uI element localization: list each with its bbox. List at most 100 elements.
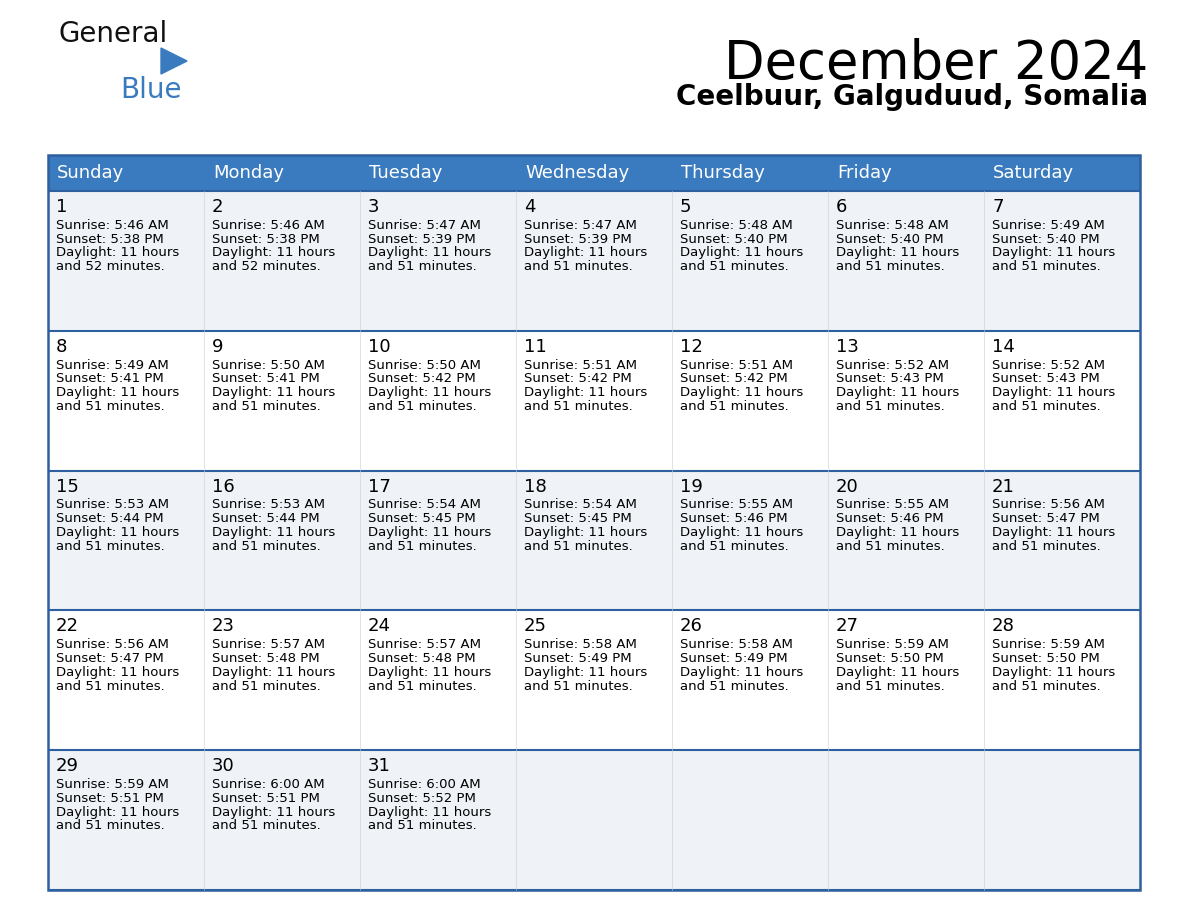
Text: Sunrise: 5:59 AM: Sunrise: 5:59 AM (836, 638, 949, 651)
Text: Sunset: 5:41 PM: Sunset: 5:41 PM (56, 373, 164, 386)
Text: Sunset: 5:46 PM: Sunset: 5:46 PM (836, 512, 943, 525)
Text: Daylight: 11 hours: Daylight: 11 hours (56, 666, 179, 678)
Bar (360, 471, 516, 610)
Text: Sunrise: 5:48 AM: Sunrise: 5:48 AM (680, 218, 792, 232)
Bar (984, 191, 1140, 330)
Text: Sunrise: 5:57 AM: Sunrise: 5:57 AM (368, 638, 481, 651)
Bar (828, 750, 984, 890)
Text: and 51 minutes.: and 51 minutes. (680, 540, 789, 553)
Text: Daylight: 11 hours: Daylight: 11 hours (992, 386, 1116, 399)
Text: 4: 4 (524, 198, 536, 216)
Bar (984, 750, 1140, 890)
Text: and 51 minutes.: and 51 minutes. (368, 540, 476, 553)
Text: Sunset: 5:42 PM: Sunset: 5:42 PM (680, 373, 788, 386)
Bar (204, 750, 360, 890)
Text: Daylight: 11 hours: Daylight: 11 hours (211, 526, 335, 539)
Text: Sunrise: 5:48 AM: Sunrise: 5:48 AM (836, 218, 949, 232)
Text: and 51 minutes.: and 51 minutes. (680, 260, 789, 274)
Text: Daylight: 11 hours: Daylight: 11 hours (56, 806, 179, 819)
Text: and 51 minutes.: and 51 minutes. (524, 400, 633, 413)
Text: Sunset: 5:44 PM: Sunset: 5:44 PM (211, 512, 320, 525)
Text: and 51 minutes.: and 51 minutes. (992, 400, 1101, 413)
Text: Sunset: 5:42 PM: Sunset: 5:42 PM (524, 373, 632, 386)
Text: Daylight: 11 hours: Daylight: 11 hours (368, 386, 492, 399)
Bar (360, 610, 516, 750)
Text: Sunrise: 5:58 AM: Sunrise: 5:58 AM (524, 638, 637, 651)
Bar (828, 471, 984, 610)
Text: 2: 2 (211, 198, 223, 216)
Text: Sunset: 5:46 PM: Sunset: 5:46 PM (680, 512, 788, 525)
Text: Sunset: 5:45 PM: Sunset: 5:45 PM (368, 512, 475, 525)
Text: Ceelbuur, Galguduud, Somalia: Ceelbuur, Galguduud, Somalia (676, 83, 1148, 111)
Text: 6: 6 (836, 198, 847, 216)
Text: 13: 13 (836, 338, 859, 356)
Text: Daylight: 11 hours: Daylight: 11 hours (211, 806, 335, 819)
Text: Sunset: 5:44 PM: Sunset: 5:44 PM (56, 512, 164, 525)
Text: 22: 22 (56, 618, 78, 635)
Text: Sunrise: 5:54 AM: Sunrise: 5:54 AM (524, 498, 637, 511)
Text: Sunset: 5:51 PM: Sunset: 5:51 PM (56, 791, 164, 805)
Text: Daylight: 11 hours: Daylight: 11 hours (992, 246, 1116, 260)
Text: Sunrise: 5:55 AM: Sunrise: 5:55 AM (836, 498, 949, 511)
Text: Sunset: 5:43 PM: Sunset: 5:43 PM (836, 373, 943, 386)
Text: Sunrise: 5:58 AM: Sunrise: 5:58 AM (680, 638, 792, 651)
Text: 10: 10 (368, 338, 391, 356)
Text: Daylight: 11 hours: Daylight: 11 hours (680, 666, 803, 678)
Bar (672, 330, 828, 471)
Text: and 51 minutes.: and 51 minutes. (524, 260, 633, 274)
Text: 24: 24 (368, 618, 391, 635)
Text: Daylight: 11 hours: Daylight: 11 hours (680, 526, 803, 539)
Bar (828, 155, 984, 191)
Bar (204, 330, 360, 471)
Text: Friday: Friday (838, 164, 892, 182)
Text: 15: 15 (56, 477, 78, 496)
Text: Daylight: 11 hours: Daylight: 11 hours (56, 246, 179, 260)
Text: and 51 minutes.: and 51 minutes. (992, 260, 1101, 274)
Text: Sunrise: 5:47 AM: Sunrise: 5:47 AM (368, 218, 481, 232)
Bar (984, 330, 1140, 471)
Text: Sunrise: 5:46 AM: Sunrise: 5:46 AM (211, 218, 324, 232)
Bar (984, 155, 1140, 191)
Text: Sunrise: 6:00 AM: Sunrise: 6:00 AM (211, 778, 324, 791)
Text: Daylight: 11 hours: Daylight: 11 hours (211, 666, 335, 678)
Text: and 51 minutes.: and 51 minutes. (211, 400, 321, 413)
Text: Sunrise: 5:59 AM: Sunrise: 5:59 AM (56, 778, 169, 791)
Text: Daylight: 11 hours: Daylight: 11 hours (211, 246, 335, 260)
Text: Sunrise: 5:53 AM: Sunrise: 5:53 AM (211, 498, 326, 511)
Text: Sunrise: 5:47 AM: Sunrise: 5:47 AM (524, 218, 637, 232)
Text: and 51 minutes.: and 51 minutes. (211, 679, 321, 692)
Text: and 52 minutes.: and 52 minutes. (211, 260, 321, 274)
Text: 12: 12 (680, 338, 703, 356)
Text: 30: 30 (211, 757, 235, 775)
Text: and 51 minutes.: and 51 minutes. (992, 540, 1101, 553)
Bar (984, 471, 1140, 610)
Text: 28: 28 (992, 618, 1015, 635)
Bar (672, 471, 828, 610)
Bar (48, 750, 204, 890)
Bar (516, 330, 672, 471)
Text: Sunset: 5:38 PM: Sunset: 5:38 PM (211, 232, 320, 246)
Text: Sunrise: 5:51 AM: Sunrise: 5:51 AM (524, 359, 637, 372)
Bar (48, 330, 204, 471)
Text: Sunset: 5:47 PM: Sunset: 5:47 PM (992, 512, 1100, 525)
Bar (360, 191, 516, 330)
Bar (828, 330, 984, 471)
Text: Sunrise: 5:51 AM: Sunrise: 5:51 AM (680, 359, 794, 372)
Text: Sunrise: 5:56 AM: Sunrise: 5:56 AM (992, 498, 1105, 511)
Text: Daylight: 11 hours: Daylight: 11 hours (56, 526, 179, 539)
Text: Daylight: 11 hours: Daylight: 11 hours (56, 386, 179, 399)
Text: Sunrise: 5:57 AM: Sunrise: 5:57 AM (211, 638, 326, 651)
Text: Sunset: 5:51 PM: Sunset: 5:51 PM (211, 791, 320, 805)
Text: 29: 29 (56, 757, 78, 775)
Bar (516, 610, 672, 750)
Text: Sunrise: 5:55 AM: Sunrise: 5:55 AM (680, 498, 794, 511)
Text: 19: 19 (680, 477, 703, 496)
Text: Sunset: 5:40 PM: Sunset: 5:40 PM (836, 232, 943, 246)
Text: 1: 1 (56, 198, 68, 216)
Text: Sunset: 5:41 PM: Sunset: 5:41 PM (211, 373, 320, 386)
Text: Sunset: 5:50 PM: Sunset: 5:50 PM (836, 652, 943, 665)
Bar (828, 610, 984, 750)
Text: Daylight: 11 hours: Daylight: 11 hours (368, 526, 492, 539)
Text: Sunrise: 5:49 AM: Sunrise: 5:49 AM (992, 218, 1105, 232)
Text: and 51 minutes.: and 51 minutes. (524, 540, 633, 553)
